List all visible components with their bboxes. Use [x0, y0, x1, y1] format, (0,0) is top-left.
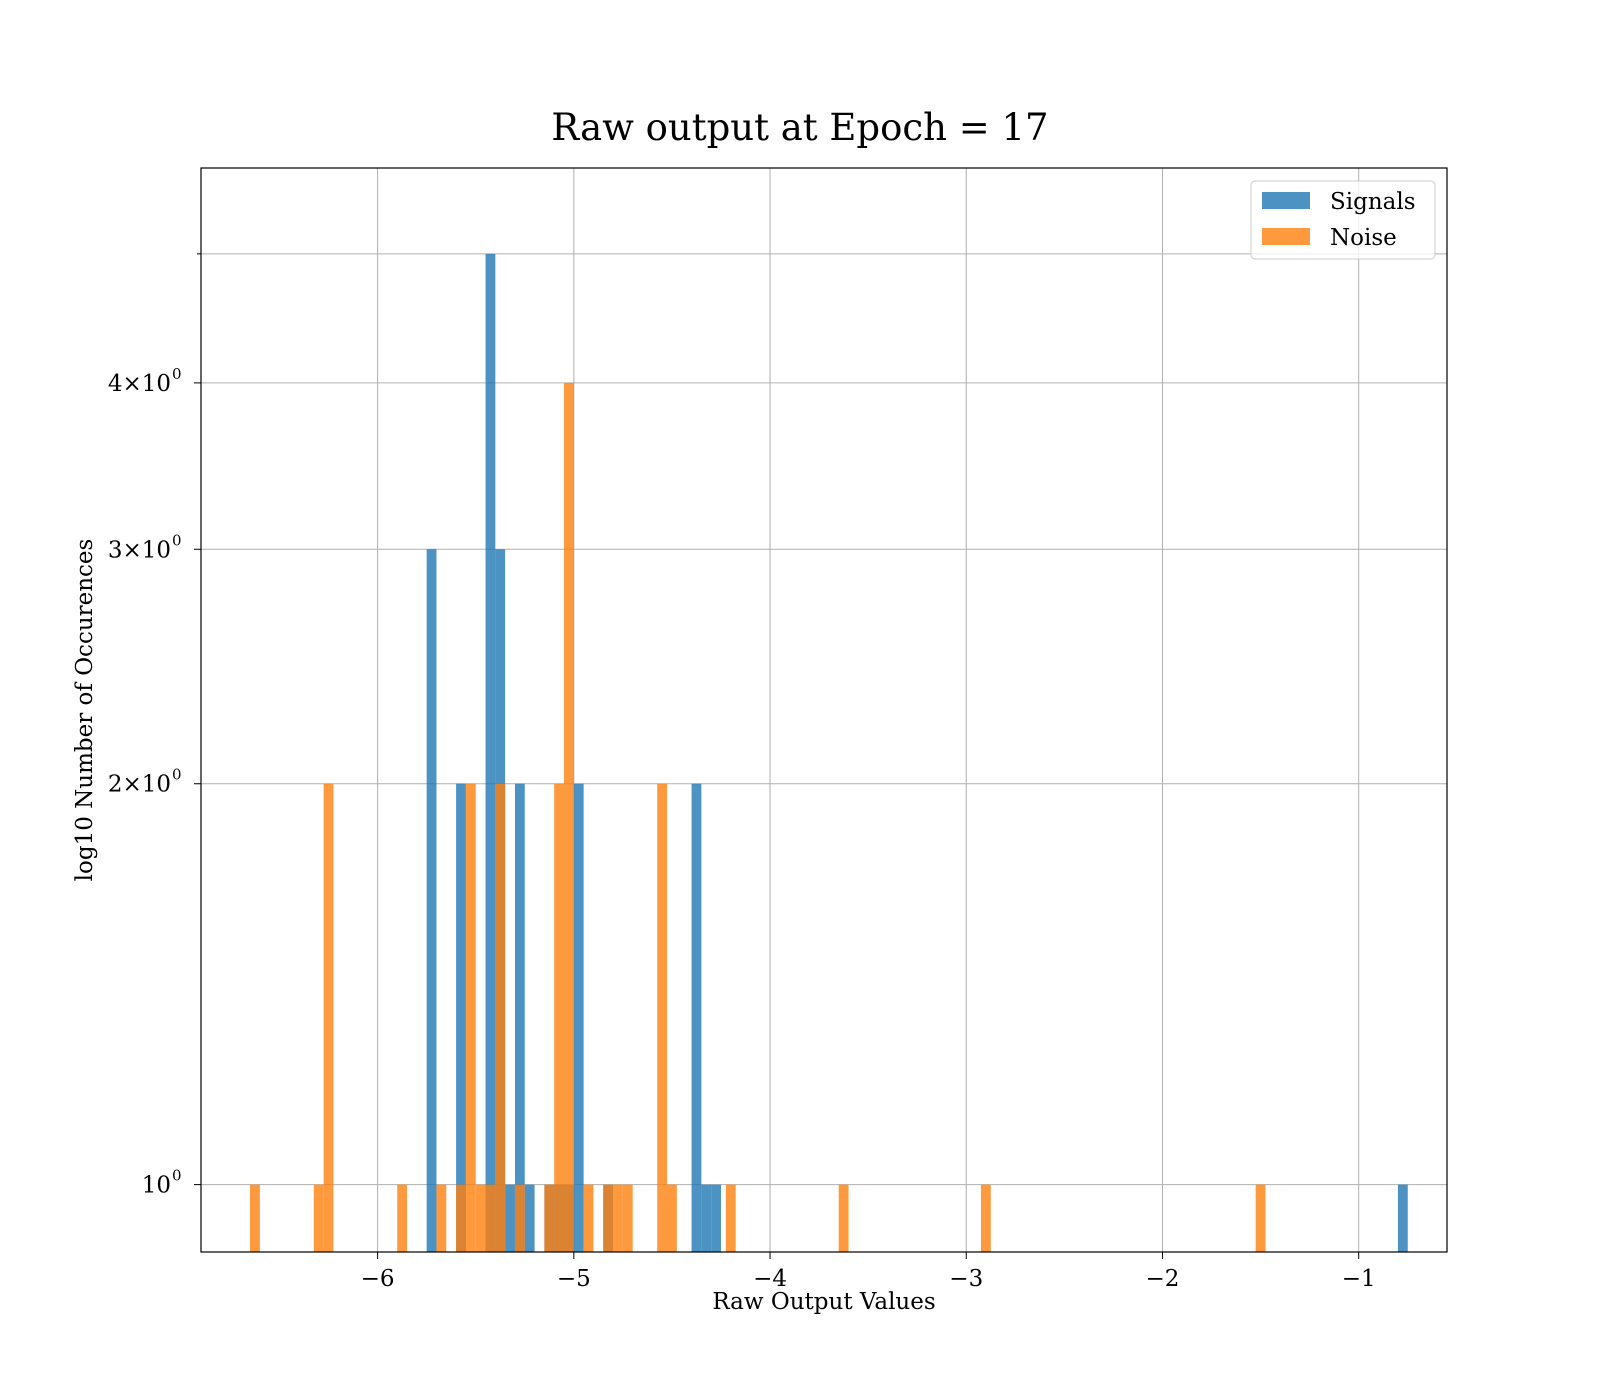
y-tick-exponent: 0	[172, 531, 182, 549]
bars-layer	[250, 253, 1408, 1252]
legend-swatch-noise	[1262, 228, 1310, 245]
bar-signals	[1397, 1184, 1408, 1252]
legend-label-signals: Signals	[1330, 189, 1416, 215]
bar-noise	[465, 783, 476, 1252]
ticks-layer: −6 −5 −4 −3 −2 −110 02×10 03×10 04×10 0	[108, 253, 1376, 1292]
bar-noise	[980, 1184, 991, 1252]
x-axis-label: Raw Output Values	[712, 1289, 935, 1315]
bar-signals	[711, 1184, 721, 1252]
x-tick-label: −5	[557, 1266, 591, 1292]
bar-signals	[485, 253, 496, 1252]
bar-noise	[456, 1184, 466, 1252]
bar-signals	[426, 549, 437, 1252]
x-tick-label: −4	[753, 1266, 787, 1292]
bar-noise	[544, 1184, 555, 1252]
bar-noise	[250, 1184, 260, 1252]
plot-frame	[200, 167, 1448, 1253]
bar-noise	[603, 1184, 614, 1252]
x-tick-label: −2	[1146, 1266, 1180, 1292]
y-tick-base: 2×10	[108, 772, 171, 798]
bar-noise	[564, 382, 574, 1252]
y-tick-base: 10	[142, 1173, 171, 1199]
bar-noise	[495, 783, 506, 1252]
bar-noise	[554, 783, 565, 1252]
legend-swatch-signals	[1262, 192, 1310, 209]
bar-signals	[573, 783, 584, 1252]
bar-noise	[514, 1184, 525, 1252]
bar-signals	[701, 1184, 712, 1252]
y-tick-label: 4×10	[108, 371, 171, 397]
bar-noise	[838, 1184, 849, 1252]
bar-signals	[505, 1184, 515, 1252]
chart-title: Raw output at Epoch = 17	[551, 106, 1048, 149]
bar-noise	[725, 1184, 736, 1252]
bar-noise	[313, 1184, 324, 1252]
bar-noise	[622, 1184, 633, 1252]
bar-noise	[397, 1184, 408, 1252]
y-tick-base: 3×10	[108, 537, 171, 563]
y-tick-base: 4×10	[108, 371, 171, 397]
bar-noise	[583, 1184, 594, 1252]
bar-signals	[524, 1184, 535, 1252]
bar-noise	[485, 1184, 496, 1252]
bar-signals	[456, 783, 466, 1252]
y-tick-exponent: 0	[172, 365, 182, 383]
bar-signals	[514, 783, 525, 1252]
y-axis-label: log10 Number of Occurences	[72, 539, 98, 882]
bar-noise	[667, 1184, 677, 1252]
legend-label-noise: Noise	[1330, 225, 1397, 251]
bar-noise	[1255, 1184, 1266, 1252]
x-tick-label: −1	[1342, 1266, 1376, 1292]
y-tick-exponent: 0	[172, 1167, 182, 1185]
x-tick-label: −6	[361, 1266, 395, 1292]
bar-noise	[613, 1184, 623, 1252]
bar-noise	[436, 1184, 447, 1252]
y-tick-exponent: 0	[172, 766, 182, 784]
bar-noise	[475, 1184, 486, 1252]
y-tick-label: 2×10	[108, 772, 171, 798]
y-tick-label: 3×10	[108, 537, 171, 563]
grid-layer	[201, 168, 1447, 1252]
y-tick-label: 10	[142, 1173, 171, 1199]
legend: Signals Noise	[1250, 180, 1436, 260]
bar-noise	[323, 783, 334, 1252]
bar-signals	[691, 783, 702, 1252]
bar-noise	[657, 783, 668, 1252]
x-tick-label: −3	[949, 1266, 983, 1292]
